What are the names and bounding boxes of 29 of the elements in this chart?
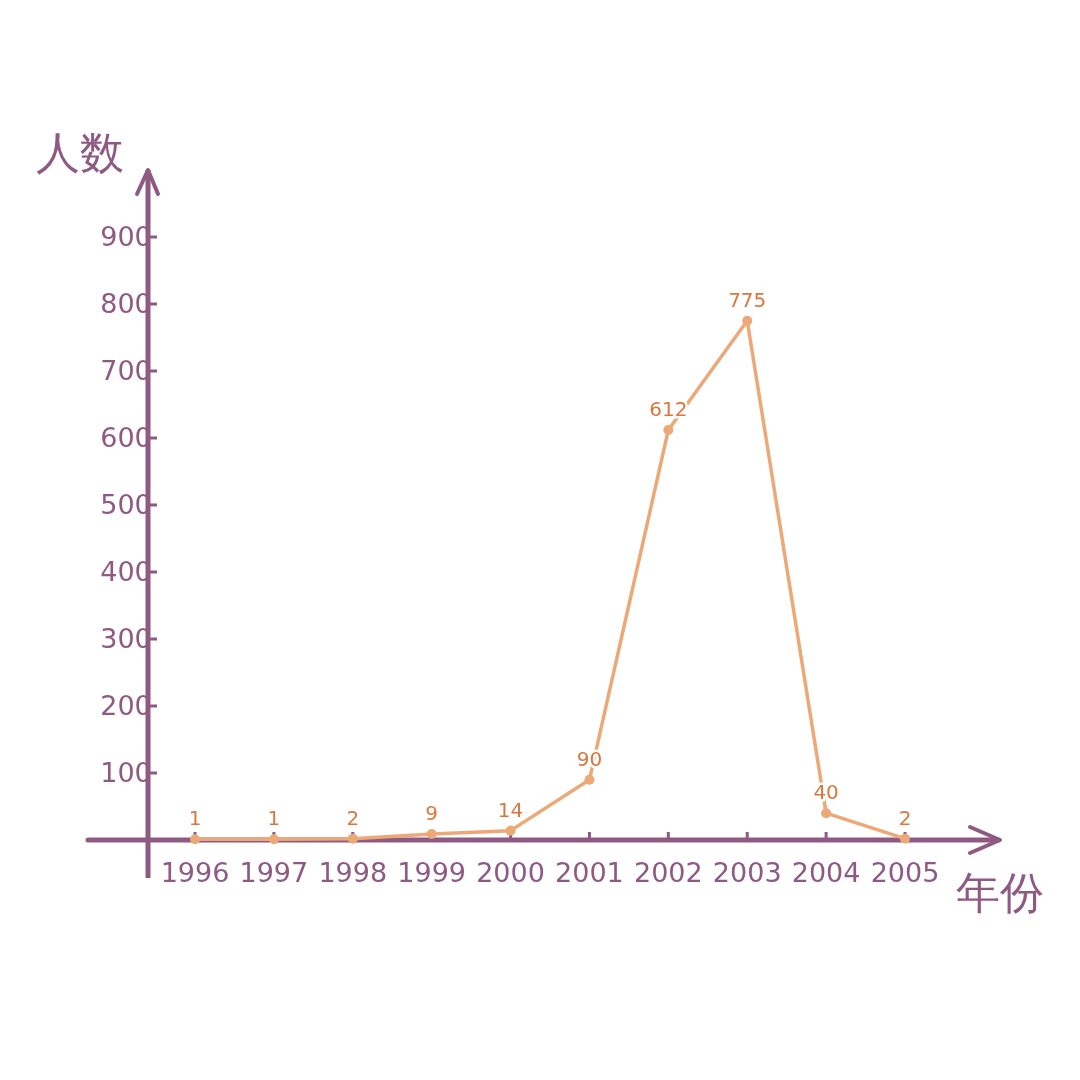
data-label: 9 (425, 800, 439, 825)
data-label: 2 (346, 805, 360, 830)
x-tick-label: 2000 (476, 857, 545, 888)
y-axis-title: 人数 (36, 127, 124, 178)
point (190, 834, 200, 845)
x-tick-label: 1998 (318, 857, 388, 888)
data-label: 1 (188, 806, 202, 831)
x-tick-label: 1997 (239, 857, 309, 888)
point (347, 833, 358, 844)
data-label: 2 (898, 805, 912, 830)
x-tick-label: 2001 (555, 857, 624, 888)
point (742, 315, 753, 326)
x-tick-label: 2004 (791, 857, 861, 888)
x-axis-title: 年份 (956, 867, 1044, 918)
point (663, 424, 674, 435)
x-tick-label: 2002 (633, 857, 703, 888)
point (900, 833, 910, 844)
point (584, 774, 595, 785)
point (426, 828, 437, 839)
point (505, 825, 516, 836)
x-tick-label: 1999 (397, 857, 467, 888)
point (821, 808, 832, 819)
data-label: 1 (267, 806, 281, 831)
x-tick-label: 2003 (712, 857, 782, 888)
data-label: 775 (728, 287, 767, 312)
point (268, 834, 279, 845)
x-tick-label: 2005 (870, 857, 940, 888)
data-label: 14 (497, 797, 524, 822)
x-tick-label: 1996 (160, 857, 230, 888)
